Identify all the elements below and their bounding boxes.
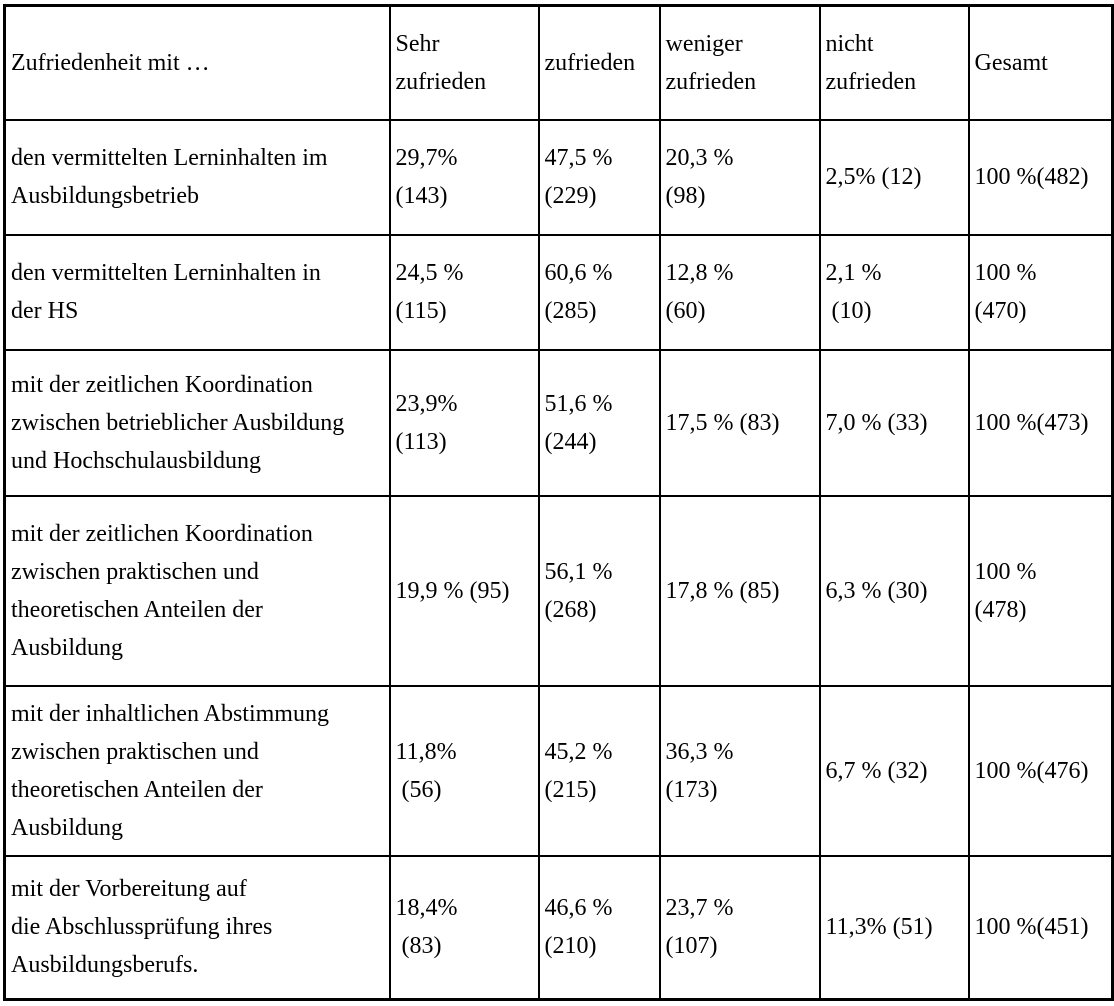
- table-cell: 11,8% (56): [388, 684, 540, 857]
- table-cell: 23,7 % (107): [658, 854, 821, 1001]
- table-row: den vermittelten Lerninhalten im Ausbild…: [3, 118, 1114, 236]
- table-cell: 12,8 % (60): [658, 233, 821, 351]
- table-cell: 100 %(476): [967, 684, 1114, 857]
- table-row: mit der zeitlichen Koordination zwischen…: [3, 494, 1114, 687]
- table-cell: 20,3 % (98): [658, 118, 821, 236]
- table-cell: 6,7 % (32): [818, 684, 970, 857]
- row-label: mit der Vorbereitung auf die Abschlusspr…: [3, 854, 391, 1001]
- table-cell: 45,2 % (215): [537, 684, 661, 857]
- column-header-sehr-zufrieden: Sehr zufrieden: [388, 4, 540, 121]
- table-cell: 100 % (478): [967, 494, 1114, 687]
- table-cell: 23,9% (113): [388, 348, 540, 497]
- row-label: mit der inhaltlichen Abstimmung zwischen…: [3, 684, 391, 857]
- table-cell: 60,6 % (285): [537, 233, 661, 351]
- column-header-zufrieden: zufrieden: [537, 4, 661, 121]
- row-label: mit der zeitlichen Koordination zwischen…: [3, 348, 391, 497]
- table-cell: 47,5 % (229): [537, 118, 661, 236]
- table-row: den vermittelten Lerninhalten in der HS …: [3, 233, 1114, 351]
- column-header-nicht-zufrieden: nicht zufrieden: [818, 4, 970, 121]
- column-header-topic: Zufriedenheit mit …: [3, 4, 391, 121]
- table-cell: 56,1 % (268): [537, 494, 661, 687]
- column-header-gesamt: Gesamt: [967, 4, 1114, 121]
- table-cell: 51,6 % (244): [537, 348, 661, 497]
- table-row: mit der Vorbereitung auf die Abschlusspr…: [3, 854, 1114, 1001]
- table-cell: 7,0 % (33): [818, 348, 970, 497]
- table-row: mit der inhaltlichen Abstimmung zwischen…: [3, 684, 1114, 857]
- table-cell: 29,7% (143): [388, 118, 540, 236]
- table-cell: 19,9 % (95): [388, 494, 540, 687]
- table-cell: 6,3 % (30): [818, 494, 970, 687]
- table-row: mit der zeitlichen Koordination zwischen…: [3, 348, 1114, 497]
- table-cell: 36,3 % (173): [658, 684, 821, 857]
- table-cell: 2,1 % (10): [818, 233, 970, 351]
- column-header-weniger-zufrieden: weniger zufrieden: [658, 4, 821, 121]
- table-cell: 17,5 % (83): [658, 348, 821, 497]
- table-cell: 100 % (470): [967, 233, 1114, 351]
- table-cell: 17,8 % (85): [658, 494, 821, 687]
- row-label: den vermittelten Lerninhalten im Ausbild…: [3, 118, 391, 236]
- table-cell: 46,6 % (210): [537, 854, 661, 1001]
- table-cell: 2,5% (12): [818, 118, 970, 236]
- table-cell: 18,4% (83): [388, 854, 540, 1001]
- table-cell: 11,3% (51): [818, 854, 970, 1001]
- satisfaction-table: Zufriedenheit mit … Sehr zufrieden zufri…: [3, 4, 1114, 1001]
- row-label: den vermittelten Lerninhalten in der HS: [3, 233, 391, 351]
- table-cell: 24,5 % (115): [388, 233, 540, 351]
- table-cell: 100 %(473): [967, 348, 1114, 497]
- table-cell: 100 %(451): [967, 854, 1114, 1001]
- row-label: mit der zeitlichen Koordination zwischen…: [3, 494, 391, 687]
- table-header-row: Zufriedenheit mit … Sehr zufrieden zufri…: [3, 4, 1114, 121]
- table-cell: 100 %(482): [967, 118, 1114, 236]
